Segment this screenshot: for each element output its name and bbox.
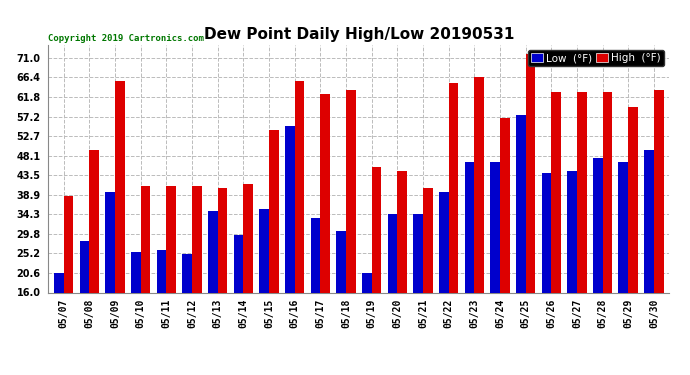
Bar — [413, 213, 423, 292]
Bar — [269, 130, 279, 292]
Bar — [208, 211, 217, 292]
Bar — [423, 188, 433, 292]
Bar — [490, 162, 500, 292]
Bar — [336, 231, 346, 292]
Bar — [618, 162, 628, 292]
Bar — [106, 192, 115, 292]
Bar — [217, 188, 228, 292]
Bar — [115, 81, 125, 292]
Bar — [141, 186, 150, 292]
Bar — [372, 166, 382, 292]
Bar — [567, 171, 577, 292]
Bar — [320, 94, 330, 292]
Bar — [542, 173, 551, 292]
Bar — [654, 90, 664, 292]
Bar — [166, 186, 176, 292]
Bar — [593, 158, 602, 292]
Bar — [244, 184, 253, 292]
Bar — [602, 92, 612, 292]
Bar — [234, 235, 244, 292]
Text: Copyright 2019 Cartronics.com: Copyright 2019 Cartronics.com — [48, 33, 204, 42]
Bar — [474, 77, 484, 292]
Bar — [628, 107, 638, 292]
Legend: Low  (°F), High  (°F): Low (°F), High (°F) — [528, 50, 664, 66]
Bar — [346, 90, 356, 292]
Bar — [388, 213, 397, 292]
Title: Dew Point Daily High/Low 20190531: Dew Point Daily High/Low 20190531 — [204, 27, 514, 42]
Bar — [54, 273, 63, 292]
Bar — [516, 116, 526, 292]
Bar — [157, 250, 166, 292]
Bar — [526, 54, 535, 292]
Bar — [397, 171, 407, 292]
Bar — [63, 196, 73, 292]
Bar — [500, 117, 510, 292]
Bar — [464, 162, 474, 292]
Bar — [644, 150, 654, 292]
Bar — [131, 252, 141, 292]
Bar — [79, 241, 90, 292]
Bar — [362, 273, 372, 292]
Bar — [259, 209, 269, 292]
Bar — [577, 92, 586, 292]
Bar — [182, 254, 192, 292]
Bar — [448, 83, 458, 292]
Bar — [295, 81, 304, 292]
Bar — [551, 92, 561, 292]
Bar — [192, 186, 201, 292]
Bar — [439, 192, 449, 292]
Bar — [310, 218, 320, 292]
Bar — [90, 150, 99, 292]
Bar — [285, 126, 295, 292]
